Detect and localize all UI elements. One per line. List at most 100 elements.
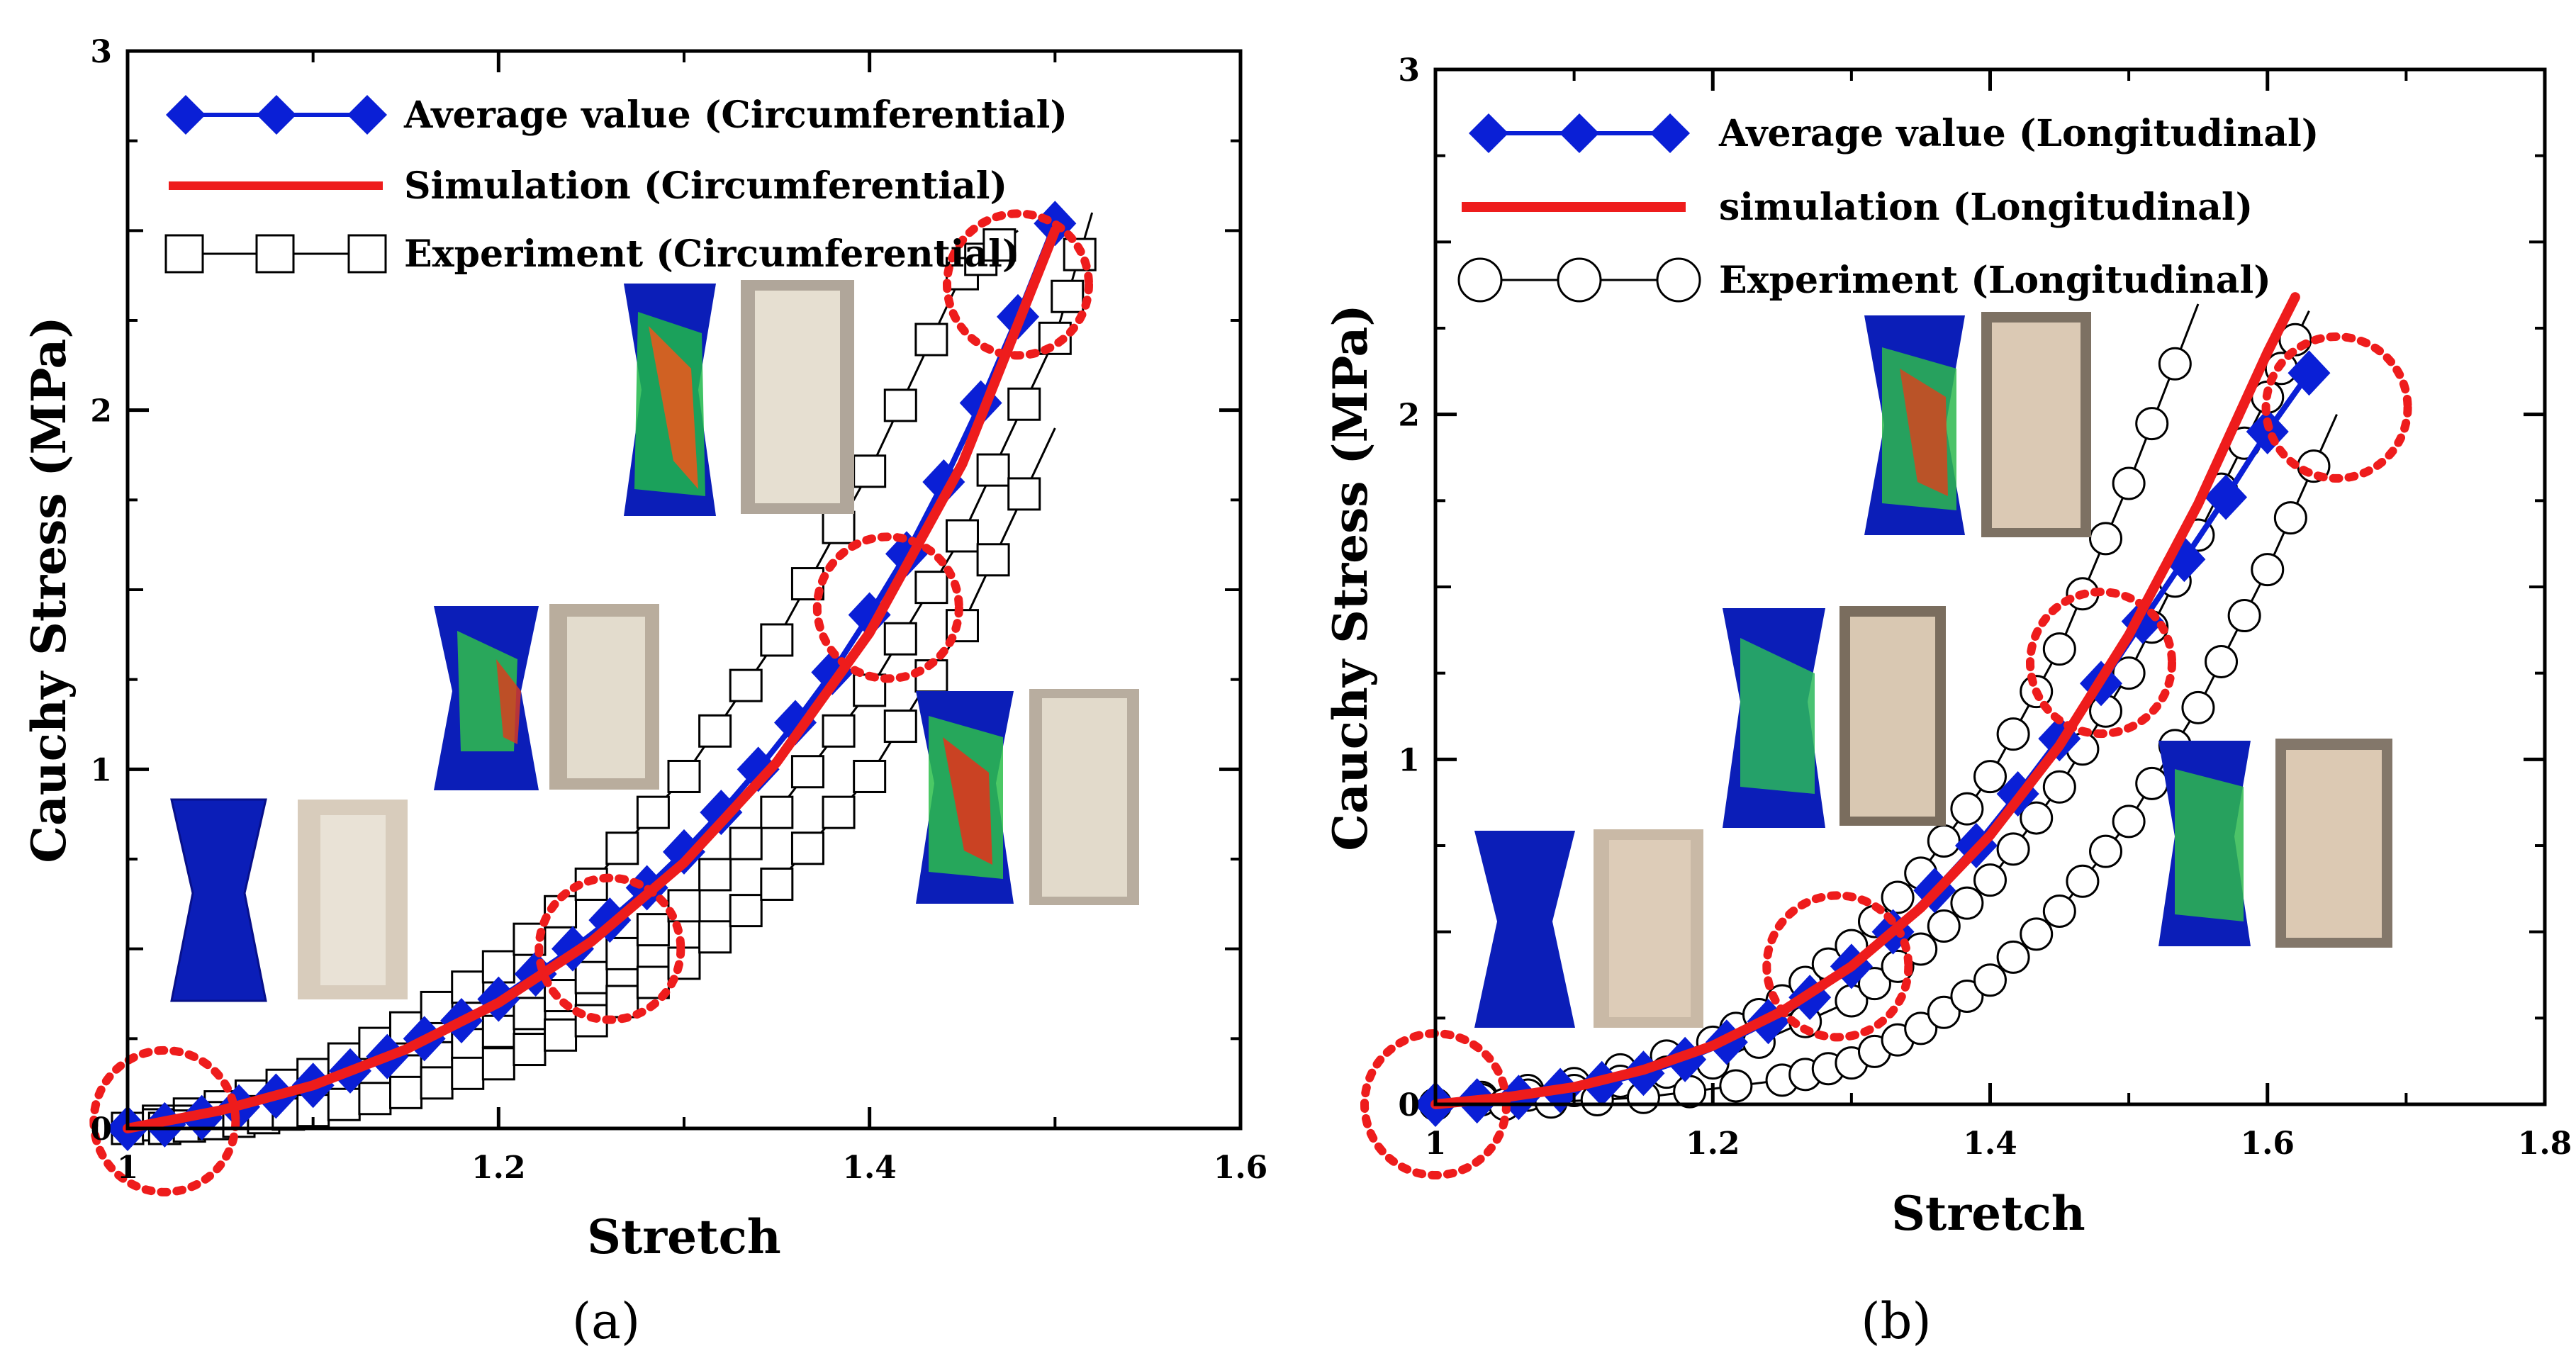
experiment-point <box>976 453 1010 487</box>
experiment-point <box>1927 824 1961 858</box>
panel-a-xlabel: Stretch <box>587 1209 781 1265</box>
experiment-point <box>1950 792 1984 826</box>
experiment-point <box>1996 717 2030 751</box>
panel-a-specimen-insets <box>170 280 1139 1002</box>
experiment-point <box>2112 804 2146 839</box>
experiment-point <box>1007 477 1041 511</box>
x-tick-label: 1.4 <box>1963 1126 2017 1162</box>
legend-a-average-label: Average value (Circumferential) <box>403 94 1068 137</box>
experiment-point <box>729 894 763 928</box>
experiment-point <box>2251 553 2285 587</box>
experiment-point <box>1996 832 2030 866</box>
y-tick-label: 3 <box>1398 52 1420 89</box>
inset-b4-simulation <box>2158 741 2251 946</box>
panel-a: Average value (Circumferential) Simulati… <box>21 34 1267 1350</box>
experiment-point <box>698 858 732 892</box>
experiment-point <box>1973 863 2007 897</box>
experiment-point <box>481 1047 515 1081</box>
highlight-circle-2 <box>534 873 685 1024</box>
inset-a3-simulation <box>624 284 716 516</box>
highlight-circle-4 <box>2261 332 2412 483</box>
experiment-point <box>946 519 979 553</box>
panel-a-ylabel: Cauchy Stress (MPa) <box>21 316 77 863</box>
experiment-point <box>698 714 732 748</box>
experiment-point <box>2112 656 2146 690</box>
experiment-point <box>2020 917 2054 951</box>
legend-b-simulation: simulation (Longitudinal) <box>1462 186 2253 229</box>
experiment-point <box>420 990 454 1024</box>
experiment-point <box>1051 279 1085 313</box>
x-tick-label: 1.6 <box>1214 1150 1268 1186</box>
experiment-point <box>1950 886 1984 920</box>
experiment-point <box>1904 1011 1938 1045</box>
experiment-point <box>2135 407 2169 441</box>
x-tick-label: 1 <box>117 1150 139 1186</box>
experiment-point <box>420 1066 454 1100</box>
experiment-point <box>760 623 794 657</box>
experiment-point <box>729 668 763 702</box>
panel-b-caption: (b) <box>1861 1292 1931 1350</box>
highlight-circle-4 <box>943 209 1093 360</box>
legend-b-average-label: Average value (Longitudinal) <box>1718 112 2319 155</box>
experiment-point <box>2205 644 2239 678</box>
legend-b-experiment-label: Experiment (Longitudinal) <box>1719 259 2271 302</box>
y-tick-label: 0 <box>1398 1087 1420 1123</box>
inset-b2-simulation <box>1723 608 1825 828</box>
experiment-point <box>389 1075 422 1109</box>
experiment-point <box>883 622 917 656</box>
legend-a-simulation-label: Simulation (Circumferential) <box>404 164 1007 208</box>
average-point <box>774 700 817 746</box>
inset-b3-simulation <box>1864 315 1965 535</box>
experiment-point <box>667 759 701 793</box>
experiment-point <box>2158 347 2192 381</box>
x-tick-label: 1.4 <box>842 1150 897 1186</box>
experiment-point <box>2042 770 2076 804</box>
x-tick-label: 1.2 <box>1686 1126 1740 1162</box>
simulation-line <box>1430 292 2300 1109</box>
experiment-point <box>883 710 917 744</box>
experiment-point <box>1881 880 1915 914</box>
legend-a-simulation: Simulation (Circumferential) <box>169 164 1007 208</box>
highlight-circle-3 <box>2026 588 2176 739</box>
inset-b1-simulation <box>1474 831 1575 1028</box>
x-tick-label: 1.8 <box>2518 1126 2572 1162</box>
experiment-point <box>1007 387 1041 421</box>
y-tick-label: 1 <box>1398 742 1420 778</box>
experiment-point <box>636 913 670 947</box>
experiment-point <box>2273 501 2307 535</box>
experiment-point <box>1927 995 1961 1029</box>
panel-b-specimen-insets <box>1474 312 2392 1028</box>
experiment-point <box>822 714 856 748</box>
experiment-point <box>760 867 794 901</box>
experiment-point <box>605 985 639 1019</box>
experiment-point <box>1719 1069 1753 1103</box>
panel-b: Average value (Longitudinal) simulation … <box>1323 52 2572 1350</box>
experiment-point <box>790 831 824 865</box>
experiment-point <box>2066 864 2100 898</box>
experiment-point <box>605 831 639 865</box>
average-point <box>2205 474 2248 520</box>
average-point <box>700 790 743 836</box>
legend-b-simulation-label: simulation (Longitudinal) <box>1719 186 2253 229</box>
experiment-point <box>544 1018 578 1052</box>
panel-a-plot-area <box>89 201 1097 1196</box>
experiment-point <box>605 936 639 970</box>
legend-a-experiment-label: Experiment (Circumferential) <box>404 232 1019 276</box>
experiment-point <box>914 323 948 357</box>
experiment-point <box>2112 466 2146 500</box>
experiment-point <box>513 1033 547 1067</box>
experiment-point <box>574 960 608 994</box>
experiment-point <box>914 571 948 605</box>
panel-b-ylabel: Cauchy Stress (MPa) <box>1323 304 1378 851</box>
experiment-point <box>2089 522 2123 556</box>
legend-a-experiment: Experiment (Circumferential) <box>164 232 1019 276</box>
experiment-point <box>481 1014 515 1048</box>
average-point <box>2287 350 2331 396</box>
y-tick-label: 1 <box>90 752 112 788</box>
average-point <box>663 829 705 875</box>
experiment-point <box>760 795 794 829</box>
experiment-point <box>1950 980 1984 1014</box>
experiment-point <box>2181 690 2215 724</box>
